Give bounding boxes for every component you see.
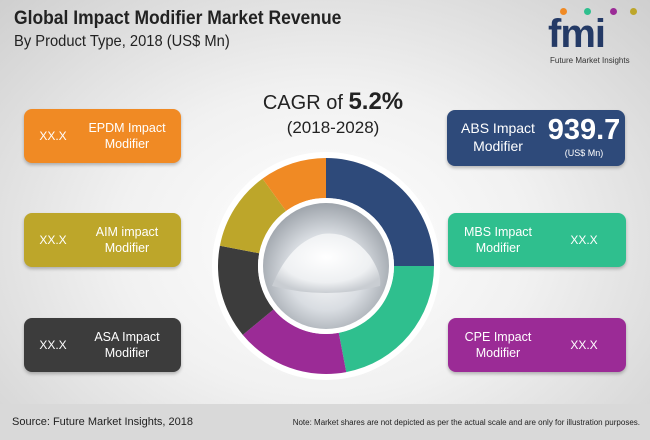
cpe-value: XX.X [570,338,598,352]
abs-value: 939.7 [547,114,621,146]
source-text: Source: Future Market Insights, 2018 [12,416,193,428]
disclaimer-note: Note: Market shares are not depicted as … [292,418,640,427]
cpe-label: CPE Impact Modifier [464,330,532,360]
page-subtitle: By Product Type, 2018 (US$ Mn) [14,33,230,50]
fmi-logo: fmi Future Market Insights [548,8,640,70]
mbs-label: MBS Impact Modifier [463,225,533,255]
asa-value: XX.X [39,338,67,352]
donut-slice-mbs [338,266,434,373]
donut-slice-abs [326,158,434,266]
donut-slices [218,158,434,374]
aim-label: AIM impact Modifier [95,225,159,255]
asa-label: ASA Impact Modifier [94,330,160,360]
cagr-value: 5.2% [348,88,404,115]
logo-text: fmi [548,12,606,56]
cagr-line: CAGR of 5.2% [248,88,418,116]
cagr-prefix: CAGR of [262,92,349,114]
abs-unit: (US$ Mn) [564,148,604,158]
footer-bar [0,404,650,440]
aim-value: XX.X [39,233,67,247]
logo-dot-purple [610,8,617,15]
aim-card: XX.X AIM impact Modifier [24,213,181,267]
abs-label: ABS Impact Modifier [461,120,535,154]
asa-card: XX.X ASA Impact Modifier [24,318,181,372]
cagr-callout: CAGR of 5.2% (2018-2028) [248,88,418,138]
abs-card: ABS Impact Modifier 939.7 (US$ Mn) [447,110,625,166]
donut-slice-epdm [262,158,326,211]
cagr-period: (2018-2028) [286,118,380,137]
logo-subtext: Future Market Insights [550,56,630,65]
mbs-card: MBS Impact Modifier XX.X [448,213,626,267]
donut-slice-asa [218,245,274,335]
donut-slice-cpe [242,309,347,374]
product-type-donut-chart [212,152,440,380]
cpe-card: CPE Impact Modifier XX.X [448,318,626,372]
epdm-label: EPDM Impact Modifier [88,121,166,151]
page-title: Global Impact Modifier Market Revenue [14,8,342,29]
epdm-card: XX.X EPDM Impact Modifier [24,109,181,163]
logo-dot-orange [560,8,567,15]
logo-dot-green [584,8,591,15]
powder-heap-image [272,233,381,293]
mbs-value: XX.X [570,233,598,247]
donut-slice-aim [219,178,287,254]
logo-dot-gold [630,8,637,15]
epdm-value: XX.X [39,129,67,143]
